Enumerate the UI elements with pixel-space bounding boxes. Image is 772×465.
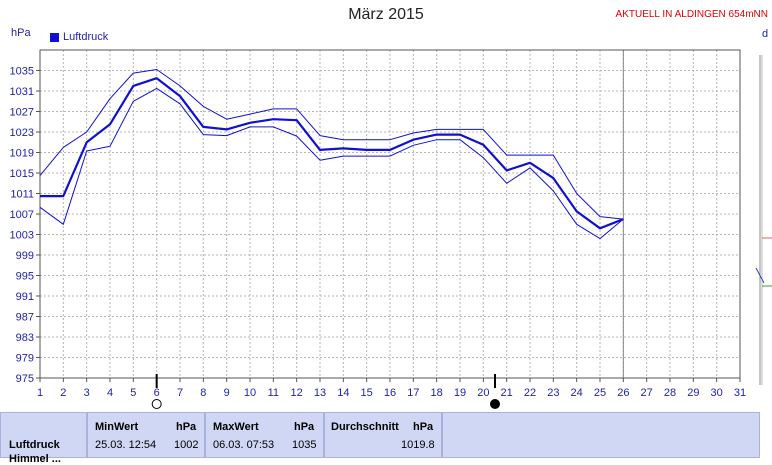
x-tick-label: 17 bbox=[407, 387, 419, 399]
y-tick-label: 999 bbox=[16, 250, 34, 262]
x-tick-label: 28 bbox=[664, 387, 676, 399]
y-tick-label: 975 bbox=[16, 373, 34, 385]
y-tick-label: 995 bbox=[16, 271, 34, 283]
x-tick-label: 3 bbox=[84, 387, 90, 399]
cut-off-label: d bbox=[762, 28, 768, 40]
x-tick-label: 23 bbox=[547, 387, 559, 399]
x-tick-label: 27 bbox=[641, 387, 653, 399]
x-tick-label: 16 bbox=[384, 387, 396, 399]
avg-unit: hPa bbox=[413, 421, 433, 433]
x-tick-label: 14 bbox=[337, 387, 349, 399]
x-tick-label: 1 bbox=[37, 387, 43, 399]
x-tick-label: 21 bbox=[501, 387, 513, 399]
max-value: 1035 bbox=[292, 439, 316, 451]
x-tick-label: 24 bbox=[571, 387, 583, 399]
series-line-max bbox=[40, 70, 623, 220]
y-unit-label: hPa bbox=[11, 27, 31, 39]
legend-label-luftdruck: Luftdruck bbox=[63, 31, 108, 43]
pressure-chart: 9759799839879919959991003100710111015101… bbox=[0, 0, 772, 412]
min-time: 25.03. 12:54 bbox=[95, 439, 156, 451]
min-value-cell: MinWert hPa 25.03. 12:54 1002 bbox=[87, 412, 205, 458]
y-tick-label: 987 bbox=[16, 312, 34, 324]
max-header: MaxWert bbox=[213, 421, 259, 433]
row-label-cell: Luftdruck Himmel ... bbox=[0, 412, 87, 458]
y-tick-label: 1035 bbox=[10, 66, 34, 78]
empty-cell bbox=[442, 412, 760, 458]
max-value-cell: MaxWert hPa 06.03. 07:53 1035 bbox=[205, 412, 324, 458]
min-value: 1002 bbox=[174, 439, 198, 451]
y-axis: 975 979 983 987 991 995 999 1003 1007 1011 1015 101… bbox=[10, 66, 40, 386]
x-tick-label: 7 bbox=[177, 387, 183, 399]
y-tick-label: 983 bbox=[16, 332, 34, 344]
x-tick-label: 8 bbox=[200, 387, 206, 399]
statistics-table: Luftdruck Himmel ... MinWert hPa 25.03. … bbox=[0, 412, 772, 458]
y-tick-label: 1023 bbox=[10, 127, 34, 139]
new-moon-icon bbox=[491, 400, 500, 409]
x-tick-label: 19 bbox=[454, 387, 466, 399]
average-value-cell: Durchschnitt hPa 1019.8 bbox=[324, 412, 442, 458]
y-tick-label: 1007 bbox=[10, 209, 34, 221]
y-tick-label: 1027 bbox=[10, 107, 34, 119]
y-tick-label: 1015 bbox=[10, 168, 34, 180]
x-tick-label: 5 bbox=[130, 387, 136, 399]
x-tick-label: 31 bbox=[734, 387, 746, 399]
legend-swatch bbox=[50, 33, 59, 42]
chart-grid bbox=[40, 50, 740, 378]
min-unit: hPa bbox=[176, 421, 196, 433]
x-tick-label: 2 bbox=[60, 387, 66, 399]
y-tick-label: 1031 bbox=[10, 86, 34, 98]
y-tick-label: 1011 bbox=[10, 189, 34, 201]
x-tick-label: 18 bbox=[431, 387, 443, 399]
x-tick-label: 4 bbox=[107, 387, 113, 399]
x-tick-label: 11 bbox=[268, 387, 279, 399]
y-tick-label: 1003 bbox=[10, 230, 34, 242]
adjacent-chart-edge bbox=[750, 55, 772, 385]
x-tick-label: 26 bbox=[617, 387, 629, 399]
x-tick-label: 30 bbox=[711, 387, 723, 399]
y-tick-label: 1019 bbox=[10, 148, 34, 160]
row-label: Luftdruck bbox=[9, 439, 60, 451]
x-tick-label: 15 bbox=[361, 387, 373, 399]
avg-header: Durchschnitt bbox=[331, 421, 399, 433]
chart-series bbox=[40, 70, 623, 239]
x-tick-label: 12 bbox=[291, 387, 303, 399]
x-tick-label: 10 bbox=[244, 387, 256, 399]
min-header: MinWert bbox=[95, 421, 138, 433]
aktuell-link[interactable]: AKTUELL IN ALDINGEN 654mNN bbox=[616, 9, 768, 20]
x-tick-label: 22 bbox=[524, 387, 536, 399]
legend: Luftdruck bbox=[50, 31, 108, 43]
max-unit: hPa bbox=[294, 421, 314, 433]
series-line-min bbox=[40, 88, 623, 238]
row-label-cut: Himmel ... bbox=[9, 453, 61, 465]
y-tick-label: 991 bbox=[16, 291, 34, 303]
x-tick-label: 25 bbox=[594, 387, 606, 399]
x-tick-label: 13 bbox=[314, 387, 326, 399]
y-tick-label: 979 bbox=[16, 353, 34, 365]
series-line-mean bbox=[40, 78, 623, 228]
full-moon-icon bbox=[152, 400, 161, 409]
x-tick-label: 29 bbox=[687, 387, 699, 399]
max-time: 06.03. 07:53 bbox=[213, 439, 274, 451]
x-tick-label: 20 bbox=[477, 387, 489, 399]
avg-value: 1019.8 bbox=[401, 439, 435, 451]
x-tick-label: 9 bbox=[224, 387, 230, 399]
x-tick-label: 6 bbox=[154, 387, 160, 399]
